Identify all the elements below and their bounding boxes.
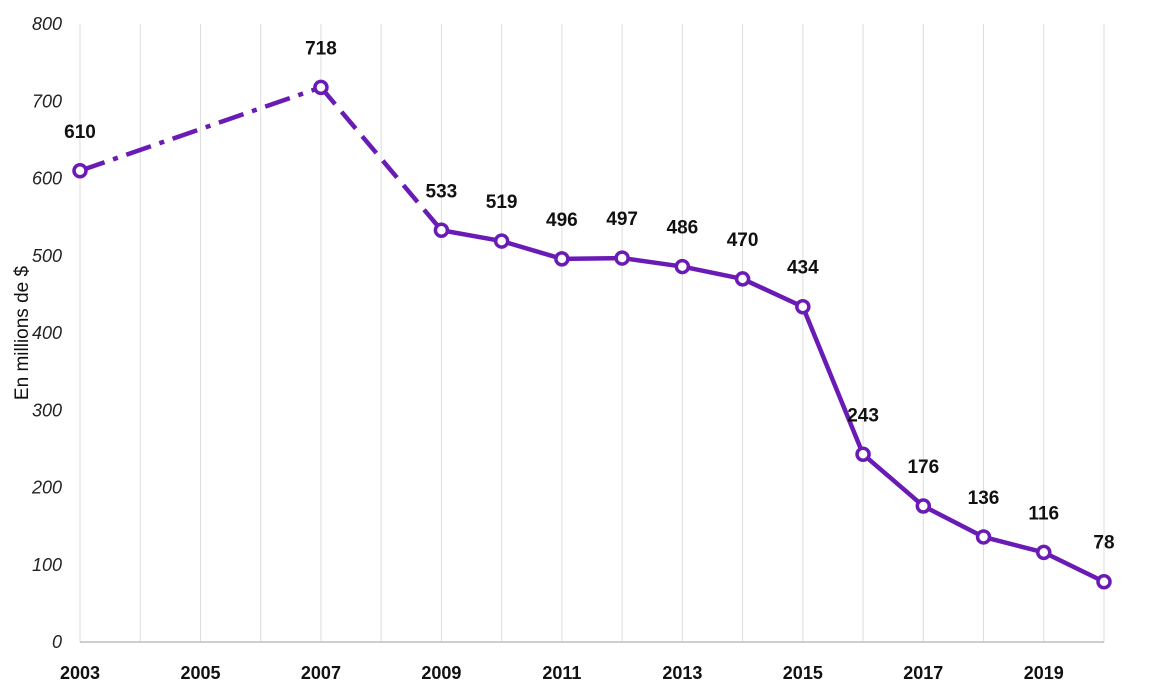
data-point-2019 [1036,544,1052,561]
data-point-2003 [72,163,88,179]
data-point-2007 [313,79,329,96]
y-tick-label-100: 100 [32,555,62,575]
data-point-2010 [493,233,510,249]
data-label-2013: 486 [667,218,699,239]
y-tick-label-0: 0 [52,632,62,652]
x-tick-label-2003: 2003 [60,663,100,683]
series-points [72,79,1112,590]
y-tick-label-500: 500 [32,246,62,266]
x-axis-ticks: 2003 2005 2007 2009 2011 2013 2015 2017 2019 [60,663,1064,683]
x-tick-label-2011: 2011 [542,663,581,683]
data-point-2014 [734,271,751,287]
series-lines [79,85,1105,584]
x-tick-label-2017: 2017 [903,663,943,683]
x-tick-label-2019: 2019 [1024,663,1064,683]
data-point-2018 [975,529,992,545]
x-tick-label-2005: 2005 [180,663,220,683]
data-point-2015 [795,298,811,315]
data-label-2009: 533 [426,181,458,202]
data-point-2012 [614,250,630,266]
y-axis-label: En millions de $ [12,266,33,401]
y-tick-label-400: 400 [32,323,62,343]
y-tick-label-200: 200 [31,478,62,498]
x-tick-label-2007: 2007 [301,663,341,683]
data-point-2009 [433,222,450,239]
y-tick-label-700: 700 [32,91,62,111]
data-label-2017: 176 [907,457,939,478]
x-tick-label-2009: 2009 [421,663,461,683]
data-label-2010: 519 [486,192,518,213]
data-label-2015: 434 [787,258,819,279]
x-tick-label-2015: 2015 [783,663,823,683]
data-label-2019: 116 [1028,503,1059,524]
series-segment-2003-2007 [79,85,322,173]
data-label-2011: 496 [546,210,578,231]
y-tick-label-600: 600 [32,169,62,189]
y-tick-label-800: 800 [32,14,62,34]
data-point-2020 [1096,573,1112,590]
data-point-2016 [855,446,871,463]
data-label-2014: 470 [727,230,759,251]
data-label-2012: 497 [606,209,638,230]
data-label-2016: 243 [847,405,879,426]
y-tick-label-300: 300 [32,400,62,420]
y-axis-ticks: 0 100 200 300 400 500 600 700 800 [31,14,62,652]
data-point-2017 [915,498,932,514]
data-labels: 610 718 533 519 496 497 486 470 434 243 176 136 116 7… [64,38,1114,553]
series-line-2009-2020 [441,228,1105,584]
vertical-grid [79,24,1105,642]
data-point-2011 [554,251,570,267]
data-label-2020: 78 [1093,533,1114,554]
data-label-2007: 718 [305,38,337,59]
data-label-2018: 136 [968,488,1000,509]
data-label-2003: 610 [64,122,96,143]
x-tick-label-2013: 2013 [662,663,702,683]
data-point-2013 [674,258,691,275]
